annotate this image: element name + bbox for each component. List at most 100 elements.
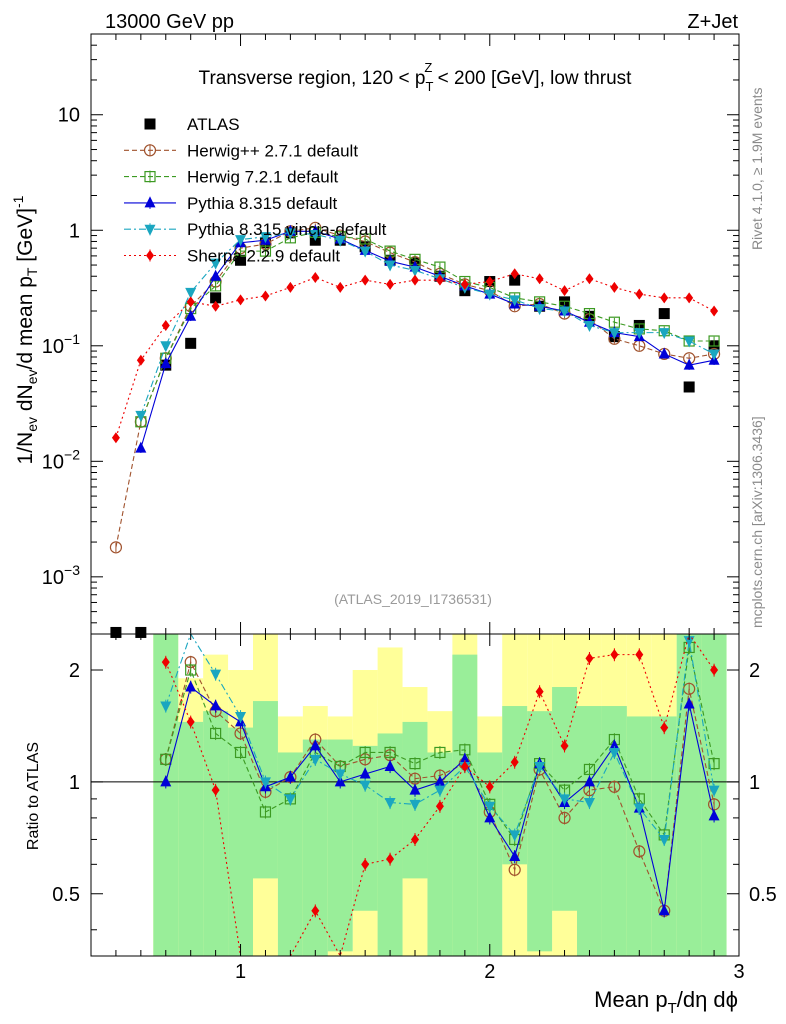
data-point — [608, 780, 621, 793]
y-tick-label: 2 — [69, 660, 80, 682]
analysis-id-label: (ATLAS_2019_I1736531) — [334, 591, 492, 607]
data-point — [309, 229, 321, 241]
data-point — [658, 834, 670, 846]
series-sherpa-2-2-9-default — [161, 632, 719, 958]
data-point — [685, 292, 694, 304]
data-point — [309, 754, 321, 766]
legend-marker — [144, 118, 156, 130]
x-tick-label: 1 — [235, 961, 246, 983]
data-point — [583, 763, 596, 776]
data-point — [660, 722, 669, 734]
data-point — [284, 228, 296, 240]
data-point — [160, 701, 172, 713]
data-point — [186, 716, 195, 728]
x-tick-label: 2 — [484, 961, 495, 983]
data-point — [336, 281, 345, 293]
series-herwig-7-2-1-default — [160, 641, 720, 847]
data-point — [386, 278, 395, 290]
data-point — [384, 798, 396, 810]
data-point — [708, 809, 720, 821]
data-point — [535, 273, 544, 285]
data-point — [710, 664, 719, 676]
legend-item: Sherpa 2.2.9 default — [124, 247, 340, 266]
series-line — [140, 230, 715, 449]
data-point — [384, 260, 396, 272]
data-point — [211, 784, 220, 796]
data-point — [658, 328, 670, 340]
legend-label: Pythia 8.315 default — [187, 194, 338, 213]
data-point — [610, 281, 619, 293]
data-point — [185, 680, 197, 692]
uncertainty-band-green — [527, 711, 553, 952]
data-point — [210, 699, 222, 711]
data-point — [236, 294, 245, 306]
data-point — [135, 410, 147, 422]
data-point — [585, 652, 594, 664]
legend-marker — [143, 144, 157, 157]
series-pythia-8-315-vincia-default — [160, 632, 720, 847]
data-point — [411, 274, 419, 286]
data-point — [459, 752, 471, 764]
data-point — [509, 849, 521, 861]
legend-label: Herwig++ 2.7.1 default — [187, 141, 358, 160]
data-point — [460, 278, 469, 290]
data-point — [409, 265, 421, 277]
data-point — [284, 794, 296, 806]
data-point — [708, 349, 720, 361]
series-atlas — [110, 227, 720, 638]
data-point — [135, 441, 147, 453]
data-point — [434, 785, 446, 797]
data-point — [311, 905, 320, 917]
series-sherpa-2-2-9-default — [111, 268, 719, 444]
data-point — [710, 305, 719, 317]
data-point — [259, 245, 272, 257]
data-point — [485, 781, 494, 793]
data-point — [185, 309, 197, 321]
data-point — [211, 300, 220, 312]
side-mcplots-label: mcplots.cern.ch [arXiv:1306.3436] — [749, 416, 765, 628]
data-point — [186, 296, 195, 308]
data-point — [510, 756, 519, 768]
data-point — [361, 858, 370, 870]
data-point — [160, 775, 172, 787]
uncertainty-band-green — [203, 711, 229, 956]
legend-item: Pythia 8.315 default — [124, 194, 338, 213]
data-point — [386, 853, 395, 865]
data-point — [409, 783, 421, 795]
data-point — [608, 747, 620, 759]
data-point — [210, 669, 222, 681]
data-point — [359, 767, 371, 779]
data-point — [509, 830, 521, 842]
data-point — [658, 904, 670, 916]
data-point — [534, 304, 546, 316]
y-tick-label: 2 — [749, 660, 760, 682]
legend-item: Herwig++ 2.7.1 default — [124, 141, 358, 160]
data-point — [485, 276, 494, 288]
main-plot-title: Transverse region, 120 < pTZ < 200 [GeV]… — [199, 60, 633, 94]
data-point — [509, 295, 521, 307]
main-panel: 10−3 10−2 10−1 1 10 Transverse region, 120 <… — [10, 33, 740, 638]
ratio-y-axis-title: Ratio to ATLAS — [25, 742, 42, 850]
x-axis-title: Mean pT/dη dϕ — [594, 987, 738, 1017]
data-point — [284, 770, 296, 782]
data-point — [534, 762, 546, 774]
legend-marker — [146, 250, 154, 261]
data-point — [160, 341, 172, 353]
data-point — [460, 761, 469, 773]
data-point — [210, 269, 222, 281]
data-point — [210, 727, 222, 740]
legend-label: Herwig 7.2.1 default — [187, 168, 338, 187]
data-point — [384, 760, 396, 772]
data-point — [261, 290, 270, 302]
data-point — [435, 800, 444, 812]
y-tick-label: 0.5 — [749, 884, 777, 906]
data-point — [484, 811, 496, 823]
uncertainty-band-green — [626, 716, 652, 956]
x-tick-label: 3 — [733, 961, 744, 983]
legend-item: ATLAS — [144, 115, 240, 134]
data-point — [608, 328, 620, 340]
data-point — [535, 686, 544, 698]
y-tick-label: 1 — [69, 772, 80, 794]
data-point — [161, 656, 170, 668]
